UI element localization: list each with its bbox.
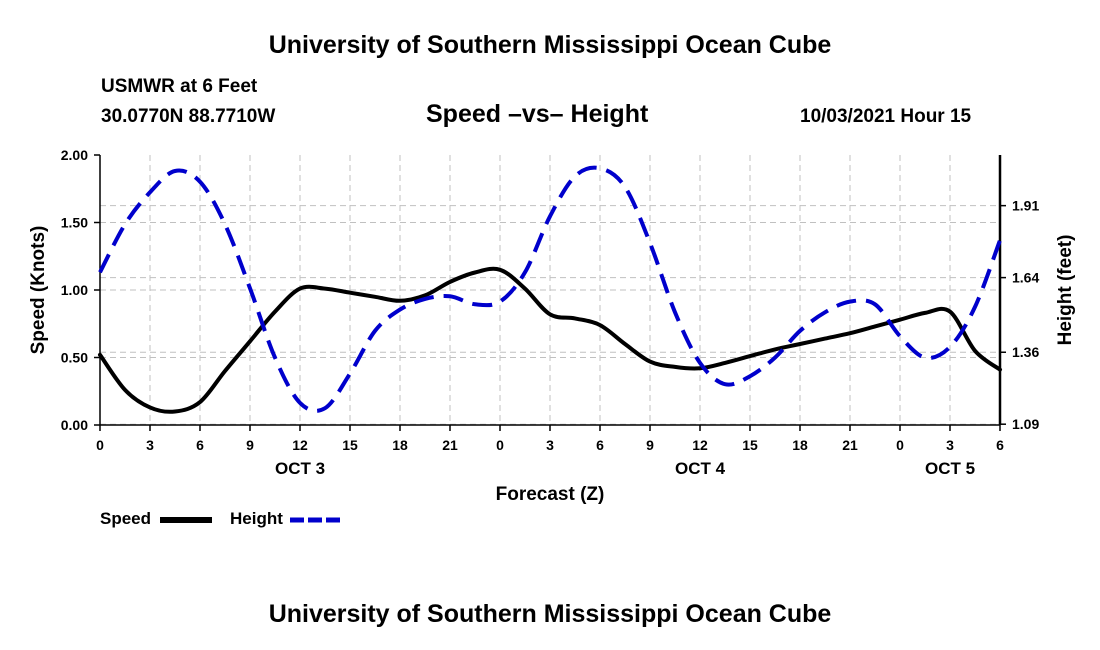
x-tick-label: 21 [442,437,458,453]
legend-height: Height [230,509,283,529]
station-coordinates: 30.0770N 88.7710W [101,106,276,127]
station-name: USMWR at 6 Feet [101,76,258,97]
y-axis-label: Speed (Knots) [28,226,49,355]
y-tick-label: 0.50 [61,350,88,366]
x-tick-label: 3 [946,437,954,453]
legend-speed: Speed [100,509,151,529]
top-title: University of Southern Mississippi Ocean… [268,31,832,59]
x-tick-label: 0 [96,437,104,453]
x-tick-label: 3 [146,437,154,453]
bottom-title: University of Southern Mississippi Ocean… [268,600,832,628]
chart-date: 10/03/2021 Hour 15 [800,106,972,127]
x-tick-label: 0 [496,437,504,453]
x-tick-label: 0 [896,437,904,453]
y2-tick-label: 1.09 [1012,416,1039,432]
x-tick-label: 18 [392,437,408,453]
x-tick-label: 15 [742,437,758,453]
x-tick-label: 12 [292,437,308,453]
x-tick-label: 6 [196,437,204,453]
legend-height-label: Height [230,509,283,528]
x-tick-label: 6 [596,437,604,453]
x-tick-label: 9 [646,437,654,453]
y-tick-label: 2.00 [61,147,88,163]
y-tick-label: 0.00 [61,417,88,433]
x-tick-label: 3 [546,437,554,453]
day-label: OCT 5 [925,459,975,478]
day-label: OCT 3 [275,459,325,478]
y2-axis-label: Height (feet) [1055,235,1076,346]
legend-speed-label: Speed [100,509,152,528]
x-tick-label: 18 [792,437,808,453]
x-tick-label: 12 [692,437,708,453]
y2-tick-label: 1.36 [1012,344,1039,360]
series-line-height [98,165,1002,413]
y-tick-label: 1.00 [61,282,88,298]
series-line-speed [98,266,1002,414]
x-tick-label: 6 [996,437,1004,453]
x-tick-label: 15 [342,437,358,453]
x-tick-label: 21 [842,437,858,453]
y2-tick-label: 1.64 [1012,270,1039,286]
y-tick-label: 1.50 [61,215,88,231]
x-axis-label: Forecast (Z) [496,484,605,505]
x-tick-label: 9 [246,437,254,453]
day-label: OCT 4 [675,459,726,478]
y2-tick-label: 1.91 [1012,198,1039,214]
chart-title: Speed –vs– Height [426,100,649,128]
